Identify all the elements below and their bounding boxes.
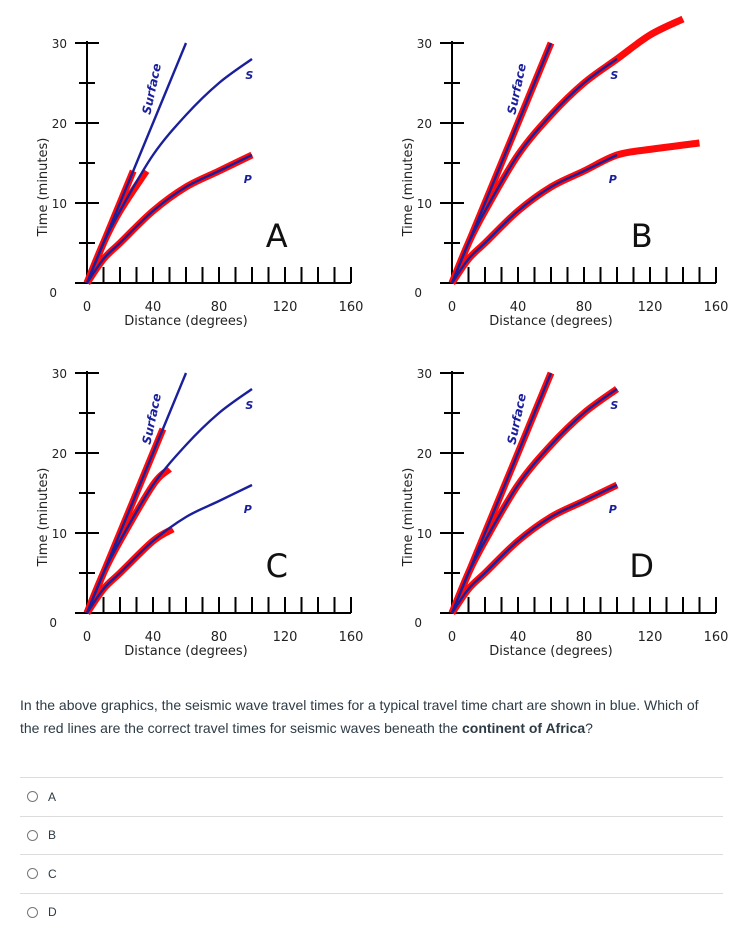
option-label: C	[48, 867, 57, 881]
option-label: B	[48, 828, 56, 842]
x-tick-label: 40	[145, 630, 162, 645]
y-axis-title: Time (minutes)	[36, 468, 51, 568]
x-tick-label: 80	[211, 630, 228, 645]
y-tick-label: 30	[417, 37, 432, 51]
x-tick-label: 160	[339, 300, 364, 315]
x-tick-label: 0	[83, 300, 91, 315]
y-tick-label: 0	[414, 286, 422, 300]
radio-icon[interactable]	[27, 791, 38, 802]
y-tick-label: 20	[417, 447, 432, 461]
series-label-s: S	[610, 399, 618, 412]
option-d[interactable]: D	[20, 893, 723, 931]
question-text: In the above graphics, the seismic wave …	[20, 694, 720, 740]
radio-icon[interactable]	[27, 868, 38, 879]
y-tick-label: 0	[414, 616, 422, 630]
x-tick-label: 160	[339, 630, 364, 645]
x-tick-label: 120	[638, 300, 663, 315]
option-label: A	[48, 790, 56, 804]
x-axis-title: Distance (degrees)	[489, 314, 612, 329]
question-text-bold: continent of Africa	[462, 720, 585, 736]
series-label-s: S	[245, 69, 253, 82]
red-series-line	[87, 529, 173, 613]
y-tick-label: 10	[52, 197, 67, 211]
option-c[interactable]: C	[20, 854, 723, 893]
series-label-p: P	[244, 173, 252, 186]
radio-icon[interactable]	[27, 830, 38, 841]
x-tick-label: 0	[448, 630, 456, 645]
x-tick-label: 0	[83, 630, 91, 645]
red-series-line	[452, 143, 700, 283]
x-tick-label: 120	[273, 300, 298, 315]
x-tick-label: 80	[211, 300, 228, 315]
x-tick-label: 160	[704, 300, 729, 315]
y-axis-title: Time (minutes)	[401, 138, 416, 238]
y-tick-label: 20	[52, 447, 67, 461]
panel-letter: A	[266, 217, 288, 255]
panel-letter: B	[631, 217, 653, 255]
x-tick-label: 120	[638, 630, 663, 645]
y-axis-title: Time (minutes)	[401, 468, 416, 568]
answer-options: A B C D	[20, 777, 723, 931]
question-text-before: In the above graphics, the seismic wave …	[20, 697, 699, 736]
y-tick-label: 30	[52, 367, 67, 381]
series-label-s: S	[610, 69, 618, 82]
y-tick-label: 30	[417, 367, 432, 381]
option-a[interactable]: A	[20, 777, 723, 816]
y-axis-title: Time (minutes)	[36, 138, 51, 238]
series-label-s: S	[245, 399, 253, 412]
option-label: D	[48, 905, 57, 919]
y-tick-label: 20	[417, 117, 432, 131]
x-axis-title: Distance (degrees)	[124, 644, 247, 659]
x-tick-label: 0	[448, 300, 456, 315]
series-label-p: P	[244, 503, 252, 516]
x-axis-title: Distance (degrees)	[489, 644, 612, 659]
y-tick-label: 0	[49, 286, 57, 300]
y-tick-label: 0	[49, 616, 57, 630]
x-tick-label: 40	[145, 300, 162, 315]
panel-letter: D	[629, 547, 654, 585]
x-tick-label: 80	[576, 300, 593, 315]
radio-icon[interactable]	[27, 907, 38, 918]
x-tick-label: 80	[576, 630, 593, 645]
series-label-p: P	[609, 503, 617, 516]
y-tick-label: 10	[417, 197, 432, 211]
option-b[interactable]: B	[20, 816, 723, 855]
x-tick-label: 160	[704, 630, 729, 645]
y-tick-label: 10	[52, 527, 67, 541]
panel-letter: C	[266, 547, 288, 585]
question-text-after: ?	[585, 720, 593, 736]
y-tick-label: 30	[52, 37, 67, 51]
x-axis-title: Distance (degrees)	[124, 314, 247, 329]
x-tick-label: 40	[510, 630, 527, 645]
x-tick-label: 40	[510, 300, 527, 315]
x-tick-label: 120	[273, 630, 298, 645]
series-label-p: P	[609, 173, 617, 186]
y-tick-label: 10	[417, 527, 432, 541]
y-tick-label: 20	[52, 117, 67, 131]
